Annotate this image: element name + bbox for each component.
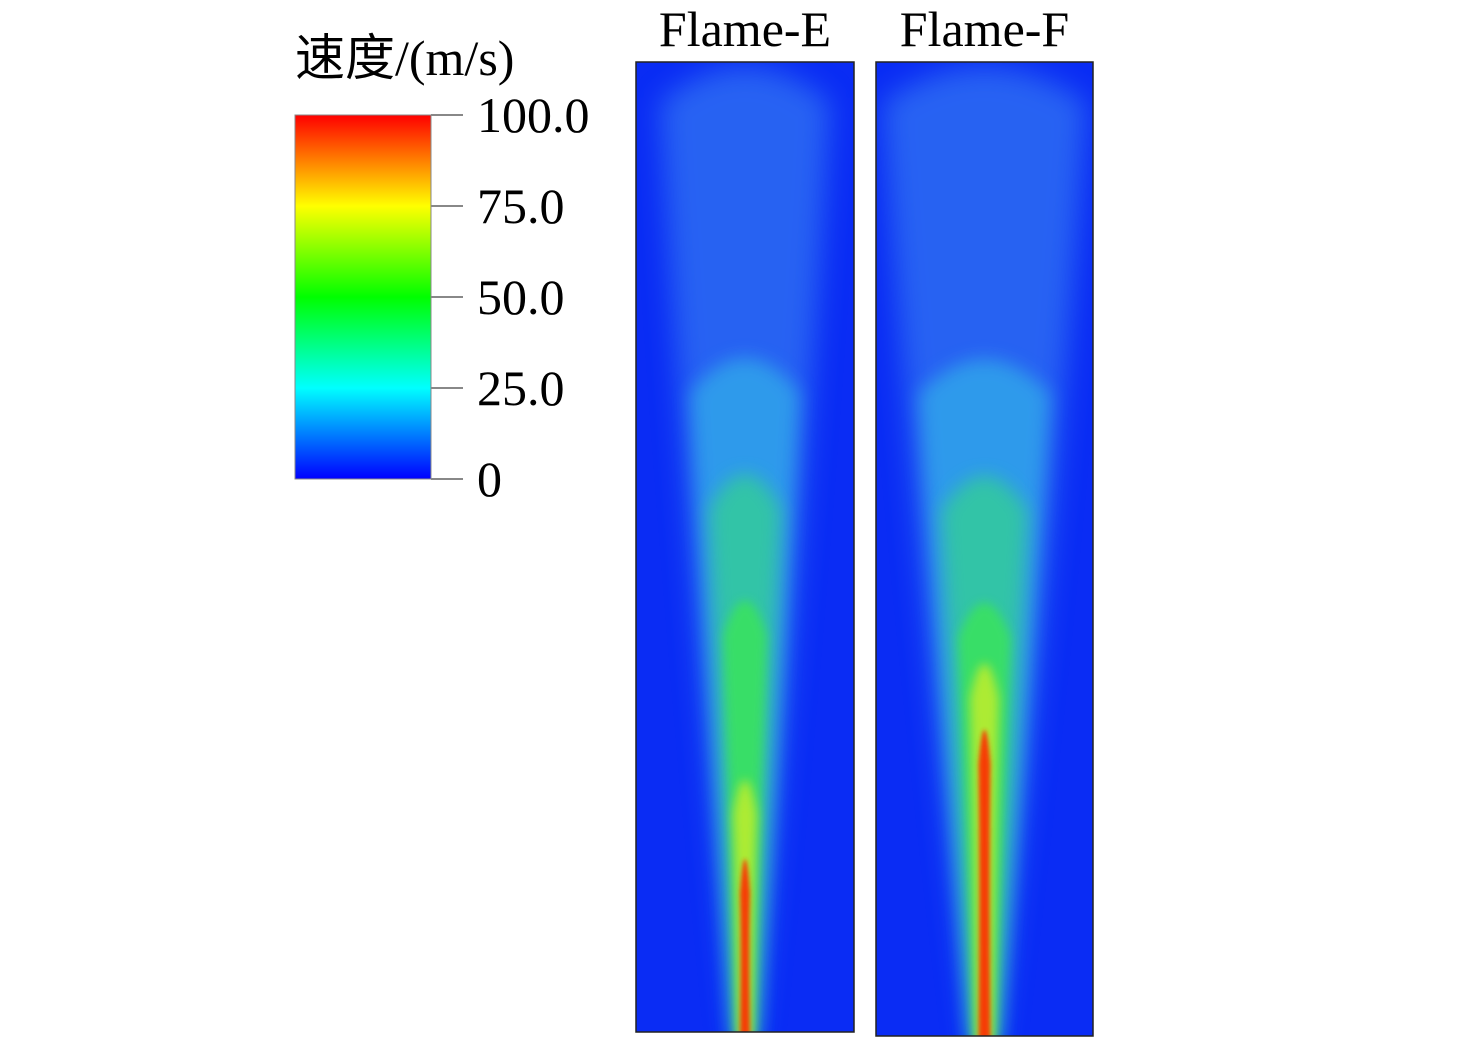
- tick-label: 25.0: [477, 360, 565, 416]
- panel-label: Flame-F: [900, 1, 1069, 57]
- tick-label: 75.0: [477, 178, 565, 234]
- panel-border: [875, 61, 1094, 1037]
- flame-layer: [740, 858, 750, 1032]
- colorbar-title: 速度/(m/s): [295, 30, 514, 86]
- tick-label: 100.0: [477, 87, 590, 143]
- colorbar: [294, 114, 432, 480]
- flame-panel: [636, 62, 854, 1032]
- tick-label: 50.0: [477, 269, 565, 325]
- panel-label: Flame-E: [659, 1, 831, 57]
- tick-label: 0: [477, 451, 502, 507]
- flame-layer: [978, 729, 991, 1036]
- panel-border: [635, 61, 855, 1033]
- flame-panel: [876, 62, 1093, 1036]
